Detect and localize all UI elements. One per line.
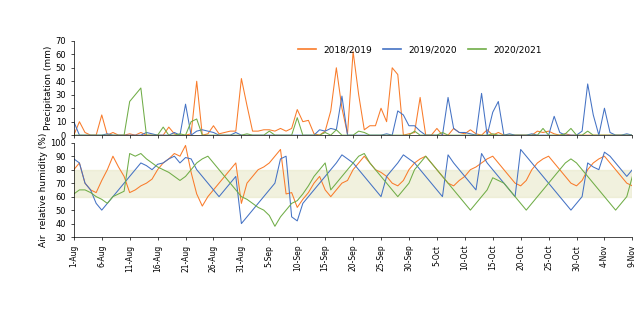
Bar (74, 170, 632, 197)
Y-axis label: Precipitation (mm): Precipitation (mm) (44, 46, 53, 130)
Legend: 2018/2019, 2019/2020, 2020/2021: 2018/2019, 2019/2020, 2020/2021 (299, 45, 542, 54)
Y-axis label: Air  relative humidity (%): Air relative humidity (%) (39, 133, 48, 247)
